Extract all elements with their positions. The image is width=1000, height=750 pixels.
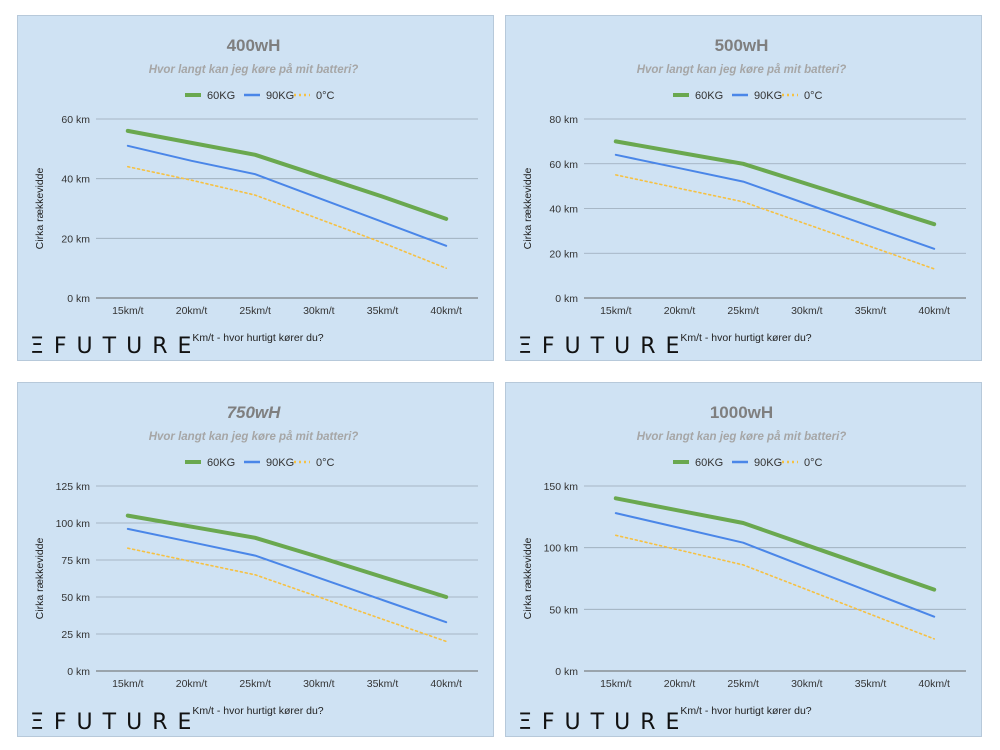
y-axis-label: Cirka rækkevidde xyxy=(34,167,46,249)
legend-label-60KG: 60KG xyxy=(695,457,723,469)
y-axis-label: Cirka rækkevidde xyxy=(34,537,46,619)
y-tick-label: 50 km xyxy=(549,604,578,616)
x-tick-label: 30km/t xyxy=(791,678,823,690)
legend-label-60KG: 60KG xyxy=(207,457,235,469)
x-tick-label: 25km/t xyxy=(727,678,759,690)
chart-panel-500wh: 500wH Hvor langt kan jeg køre på mit batt… xyxy=(505,15,982,361)
chart-svg: 500wH Hvor langt kan jeg køre på mit batt… xyxy=(518,36,966,359)
chart-panel-750wh: 750wH Hvor langt kan jeg køre på mit batt… xyxy=(17,382,494,737)
x-tick-label: 40km/t xyxy=(430,305,462,317)
chart-title: 750wH xyxy=(227,403,282,422)
series-line-60KG xyxy=(125,128,449,221)
series-line-90KG xyxy=(126,144,448,247)
chart-subtitle: Hvor langt kan jeg køre på mit batteri? xyxy=(637,431,847,443)
x-tick-label: 30km/t xyxy=(791,305,823,317)
y-tick-label: 100 km xyxy=(544,543,579,555)
efuture-logo: ΞFUTURE xyxy=(518,710,689,735)
efuture-logo: ΞFUTURE xyxy=(30,334,201,359)
x-tick-label: 35km/t xyxy=(855,305,887,317)
x-tick-label: 40km/t xyxy=(918,678,950,690)
legend-label-90KG: 90KG xyxy=(754,457,782,469)
series-line-90KG xyxy=(126,527,448,624)
x-axis-label: Km/t - hvor hurtigt kører du? xyxy=(680,705,811,717)
y-tick-label: 0 km xyxy=(67,293,90,305)
efuture-logo: ΞFUTURE xyxy=(518,334,689,359)
legend-label-90KG: 90KG xyxy=(266,90,294,102)
series-line-90KG xyxy=(614,153,936,250)
legend-label-0°C: 0°C xyxy=(804,457,823,469)
chart-svg: 400wH Hvor langt kan jeg køre på mit batt… xyxy=(30,36,478,359)
x-axis-label: Km/t - hvor hurtigt kører du? xyxy=(192,332,323,344)
y-tick-label: 40 km xyxy=(549,204,578,216)
x-tick-label: 15km/t xyxy=(600,305,632,317)
legend-label-60KG: 60KG xyxy=(695,90,723,102)
x-tick-label: 30km/t xyxy=(303,305,335,317)
series-line-60KG xyxy=(613,139,937,227)
x-tick-label: 20km/t xyxy=(664,678,696,690)
legend-label-60KG: 60KG xyxy=(207,90,235,102)
chart-panel-400wh: 400wH Hvor langt kan jeg køre på mit batt… xyxy=(17,15,494,361)
legend-label-90KG: 90KG xyxy=(266,457,294,469)
x-tick-label: 25km/t xyxy=(239,305,271,317)
y-tick-label: 80 km xyxy=(549,114,578,126)
y-tick-label: 100 km xyxy=(56,518,91,530)
y-tick-label: 40 km xyxy=(61,174,90,186)
x-axis-label: Km/t - hvor hurtigt kører du? xyxy=(680,332,811,344)
chart-svg: 750wH Hvor langt kan jeg køre på mit batt… xyxy=(30,403,478,735)
x-tick-label: 30km/t xyxy=(303,678,335,690)
y-tick-label: 50 km xyxy=(61,592,90,604)
y-axis-label: Cirka rækkevidde xyxy=(522,537,534,619)
efuture-logo: ΞFUTURE xyxy=(30,710,201,735)
chart-svg: 1000wH Hvor langt kan jeg køre på mit bat… xyxy=(518,403,966,735)
x-tick-label: 40km/t xyxy=(430,678,462,690)
series-line-0°C xyxy=(127,165,448,269)
chart-subtitle: Hvor langt kan jeg køre på mit batteri? xyxy=(149,64,359,76)
x-tick-label: 20km/t xyxy=(176,305,208,317)
y-tick-label: 0 km xyxy=(67,666,90,678)
series-line-0°C xyxy=(615,174,936,270)
chart-subtitle: Hvor langt kan jeg køre på mit batteri? xyxy=(637,64,847,76)
chart-title: 500wH xyxy=(715,36,769,55)
x-tick-label: 20km/t xyxy=(664,305,696,317)
y-tick-label: 150 km xyxy=(544,481,579,493)
legend-label-0°C: 0°C xyxy=(316,457,335,469)
x-tick-label: 25km/t xyxy=(727,305,759,317)
series-line-0°C xyxy=(127,547,448,643)
x-tick-label: 15km/t xyxy=(112,678,144,690)
legend-label-0°C: 0°C xyxy=(316,90,335,102)
series-line-90KG xyxy=(614,512,936,618)
legend-label-0°C: 0°C xyxy=(804,90,823,102)
chart-subtitle: Hvor langt kan jeg køre på mit batteri? xyxy=(149,431,359,443)
y-tick-label: 60 km xyxy=(549,159,578,171)
x-tick-label: 40km/t xyxy=(918,305,950,317)
y-tick-label: 0 km xyxy=(555,666,578,678)
series-line-60KG xyxy=(125,513,449,599)
series-line-0°C xyxy=(615,534,936,640)
y-tick-label: 75 km xyxy=(61,555,90,567)
y-axis-label: Cirka rækkevidde xyxy=(522,167,534,249)
x-tick-label: 20km/t xyxy=(176,678,208,690)
series-line-60KG xyxy=(613,496,937,592)
y-tick-label: 20 km xyxy=(61,233,90,245)
x-axis-label: Km/t - hvor hurtigt kører du? xyxy=(192,705,323,717)
legend-label-90KG: 90KG xyxy=(754,90,782,102)
y-tick-label: 20 km xyxy=(549,248,578,260)
chart-title: 400wH xyxy=(227,36,281,55)
x-tick-label: 15km/t xyxy=(600,678,632,690)
x-tick-label: 35km/t xyxy=(855,678,887,690)
y-tick-label: 125 km xyxy=(56,481,91,493)
x-tick-label: 35km/t xyxy=(367,305,399,317)
y-tick-label: 25 km xyxy=(61,629,90,641)
y-tick-label: 60 km xyxy=(61,114,90,126)
x-tick-label: 35km/t xyxy=(367,678,399,690)
y-tick-label: 0 km xyxy=(555,293,578,305)
chart-title: 1000wH xyxy=(710,403,773,422)
x-tick-label: 15km/t xyxy=(112,305,144,317)
chart-panel-1000wh: 1000wH Hvor langt kan jeg køre på mit bat… xyxy=(505,382,982,737)
x-tick-label: 25km/t xyxy=(239,678,271,690)
